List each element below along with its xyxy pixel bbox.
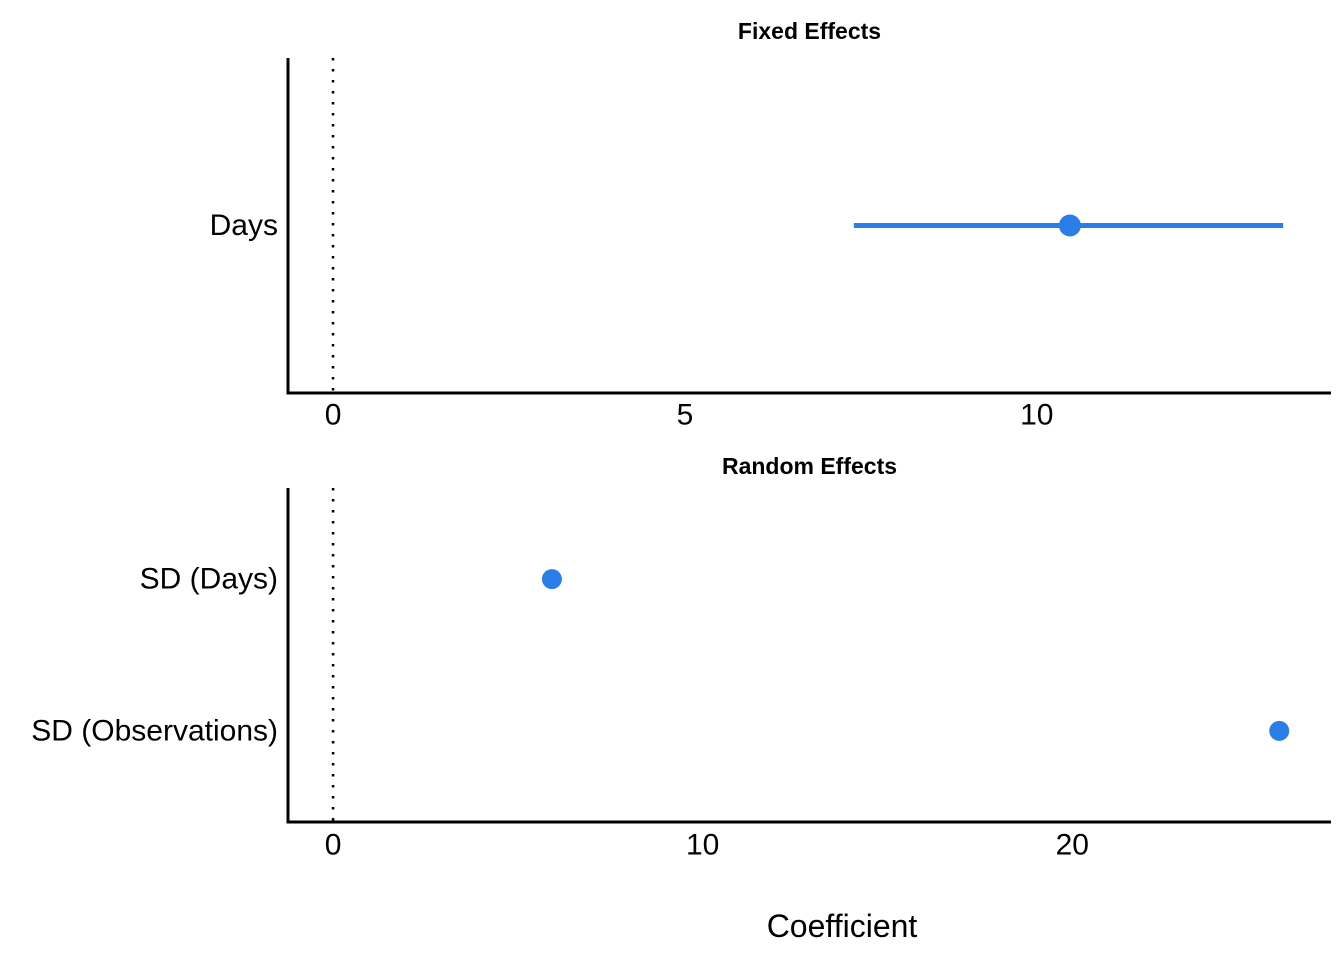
panel-title-random-effects: Random Effects xyxy=(722,453,897,479)
x-tick-label: 0 xyxy=(325,829,342,862)
x-axis-title: Coefficient xyxy=(767,908,918,944)
axis-spines xyxy=(286,58,1331,395)
y-category-label-sd-days: SD (Days) xyxy=(140,563,278,596)
x-tick-label: 10 xyxy=(1020,399,1053,432)
estimate-point-sd-observations xyxy=(1269,720,1290,741)
estimate-point-sd-days xyxy=(541,569,562,590)
x-tick-label: 5 xyxy=(677,399,694,432)
x-tick-label: 0 xyxy=(325,399,342,432)
x-tick-label: 10 xyxy=(686,829,719,862)
estimate-point-days xyxy=(1058,214,1081,237)
y-category-label-sd-observations: SD (Observations) xyxy=(31,714,278,747)
axis-spines xyxy=(286,488,1331,824)
x-tick-label: 20 xyxy=(1056,829,1089,862)
y-category-label-days: Days xyxy=(210,209,278,242)
panel-title-fixed-effects: Fixed Effects xyxy=(738,18,881,44)
